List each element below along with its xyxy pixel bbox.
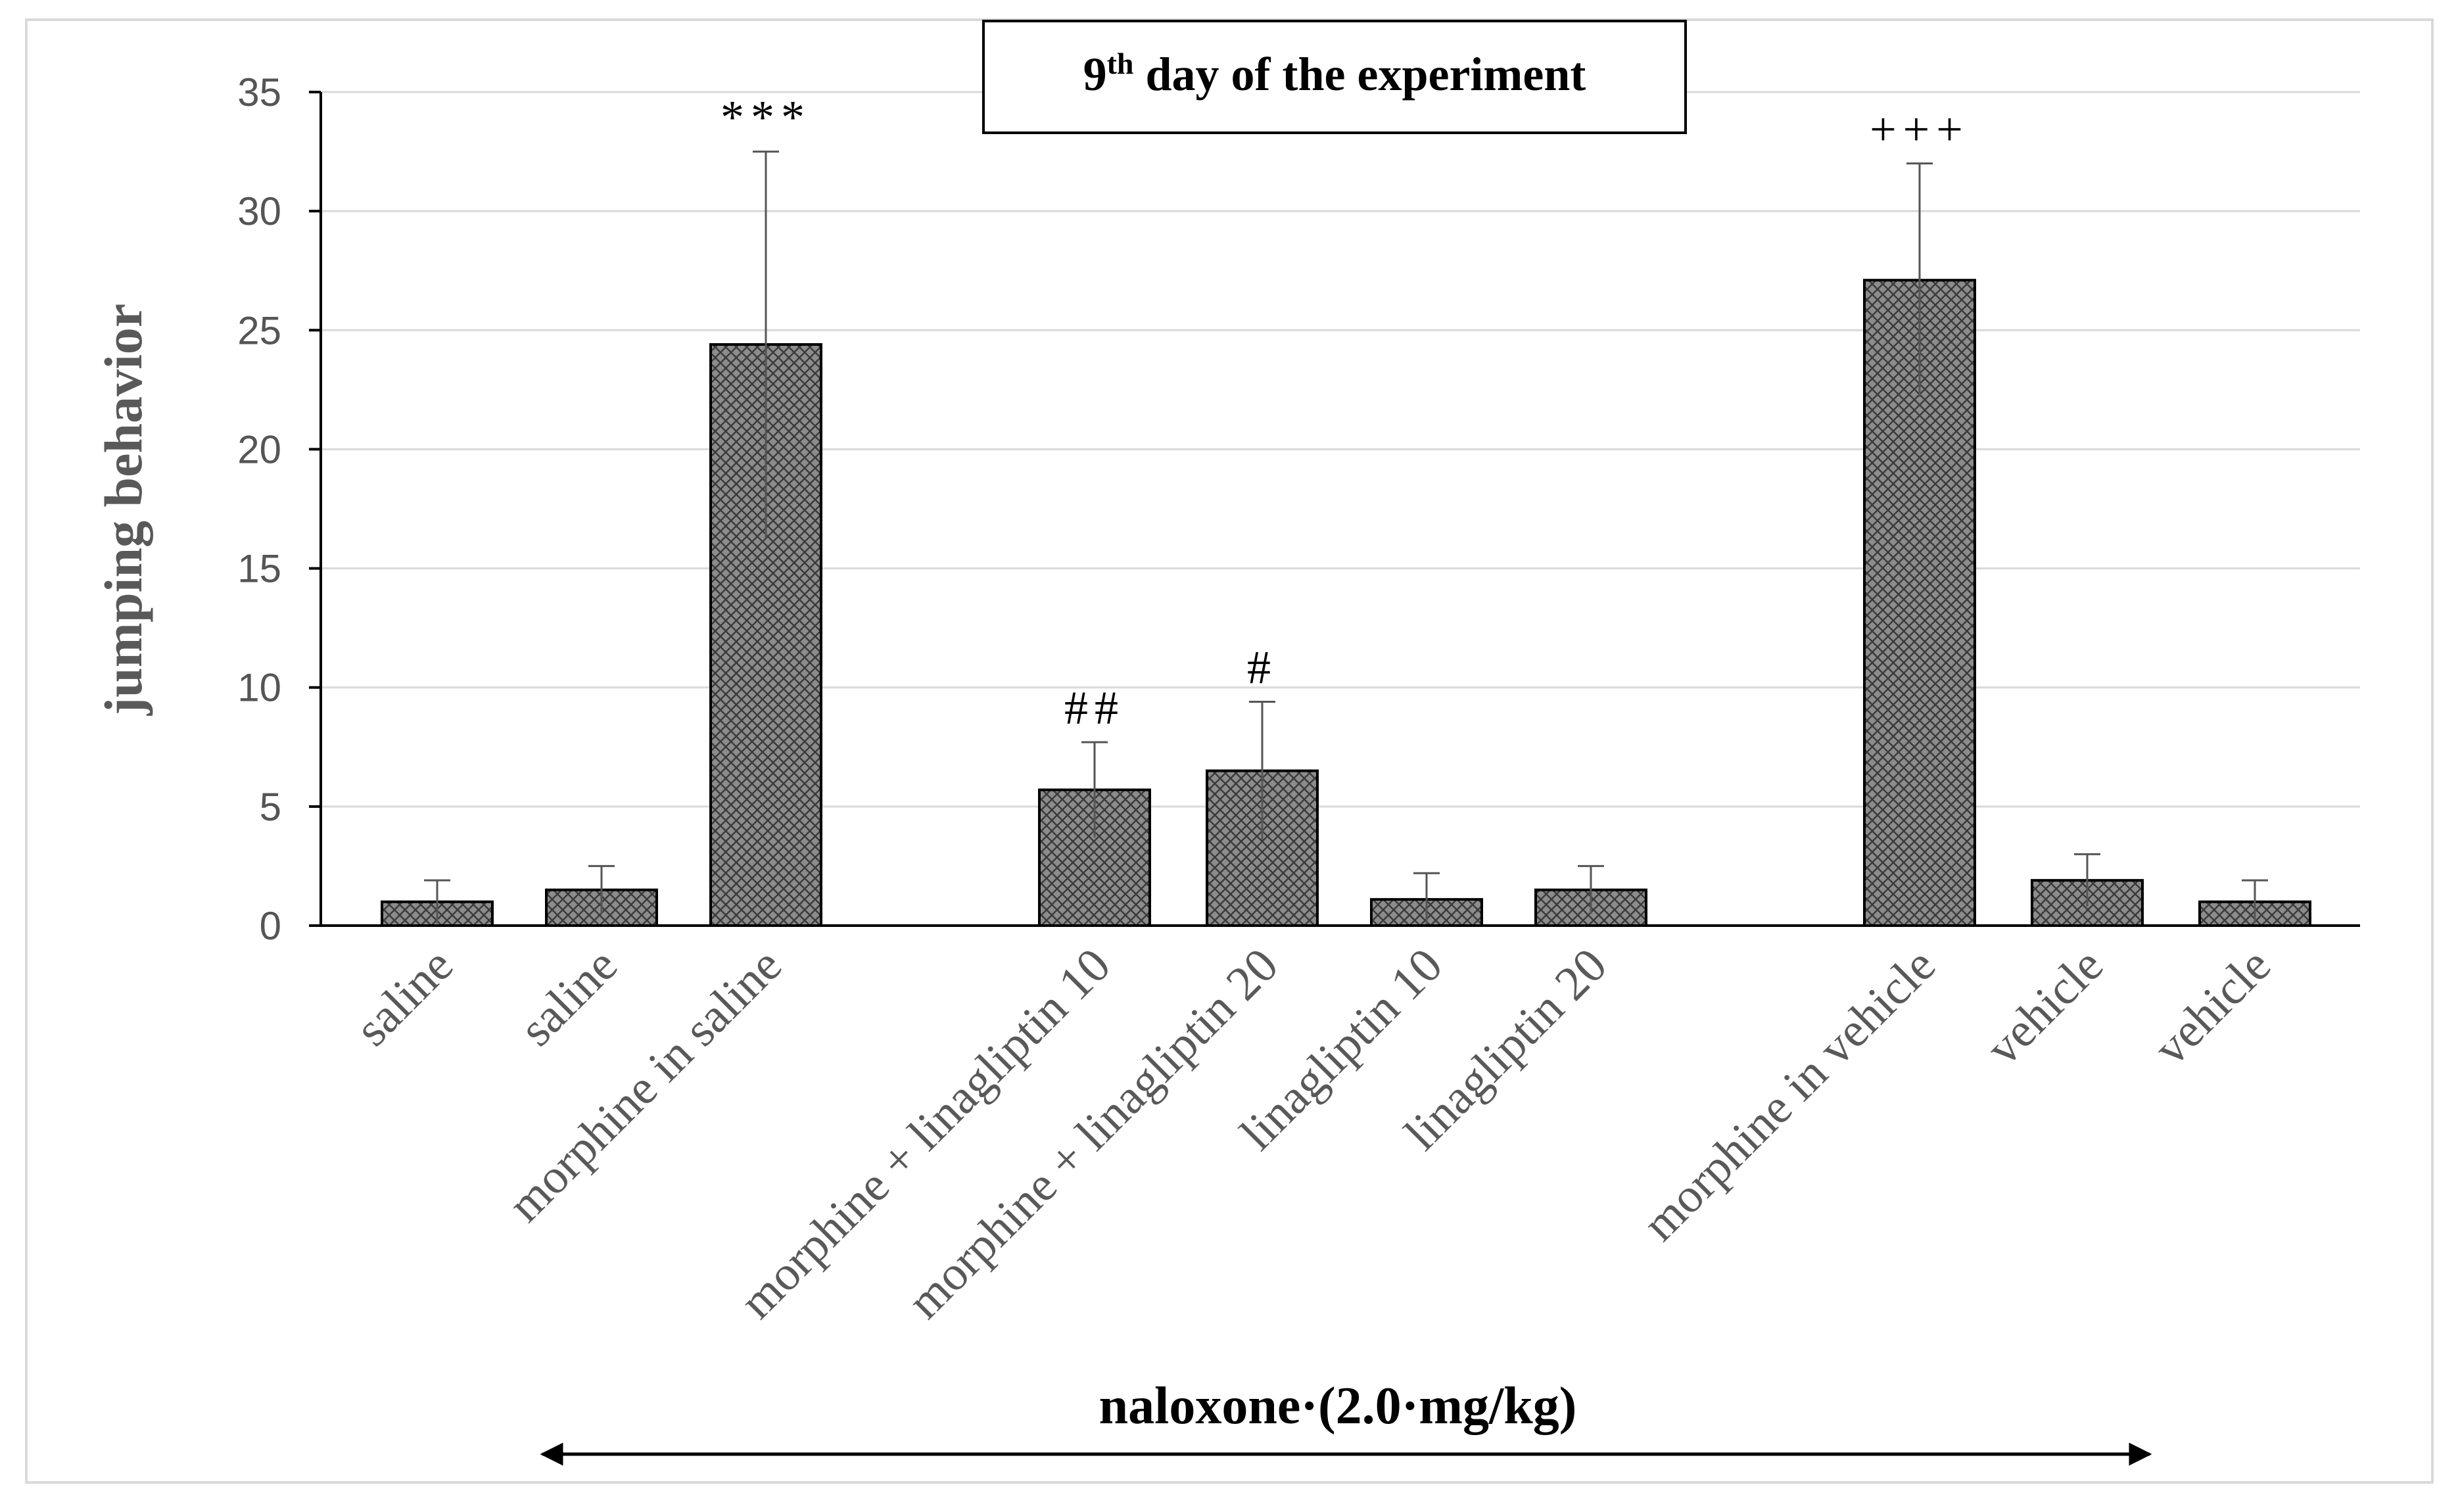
y-tick-label: 25 (237, 308, 281, 352)
y-tick-label: 0 (260, 904, 281, 948)
chart-title-box: 9th day of the experiment (982, 20, 1687, 134)
title-box (982, 20, 1687, 134)
y-tick-label: 5 (260, 785, 281, 829)
y-tick-label: 15 (237, 547, 281, 591)
y-axis-ticks: 0 5 10 15 20 25 30 35 (237, 70, 321, 948)
chart-title: 9th day of the experiment (1083, 47, 1586, 101)
gridlines (321, 91, 2360, 808)
footer-label: naloxone·(2.0·mg/kg) (1099, 1377, 1577, 1435)
y-tick-label: 10 (237, 666, 281, 710)
title-prefix: 9 (1083, 48, 1107, 101)
y-tick-label: 35 (237, 70, 281, 114)
significance-marker: +++ (1870, 103, 1970, 156)
title-text: day of the experiment (1146, 48, 1586, 101)
footer-annotation: naloxone·(2.0·mg/kg) (540, 1377, 2152, 1466)
bars (381, 279, 2311, 928)
chart-border (25, 18, 2434, 1484)
significance-marker: ## (1064, 682, 1125, 734)
significance-marker: # (1247, 641, 1277, 694)
y-tick-label: 30 (237, 189, 281, 233)
title-superscript: th (1107, 47, 1134, 80)
significance-marker: *** (721, 91, 811, 144)
y-tick-label: 20 (237, 427, 281, 471)
bar (1863, 279, 1976, 928)
significance-markers: ***###+++ (721, 91, 1970, 734)
y-axis-label: jumping behavior (93, 304, 153, 717)
error-bars (424, 151, 2268, 926)
